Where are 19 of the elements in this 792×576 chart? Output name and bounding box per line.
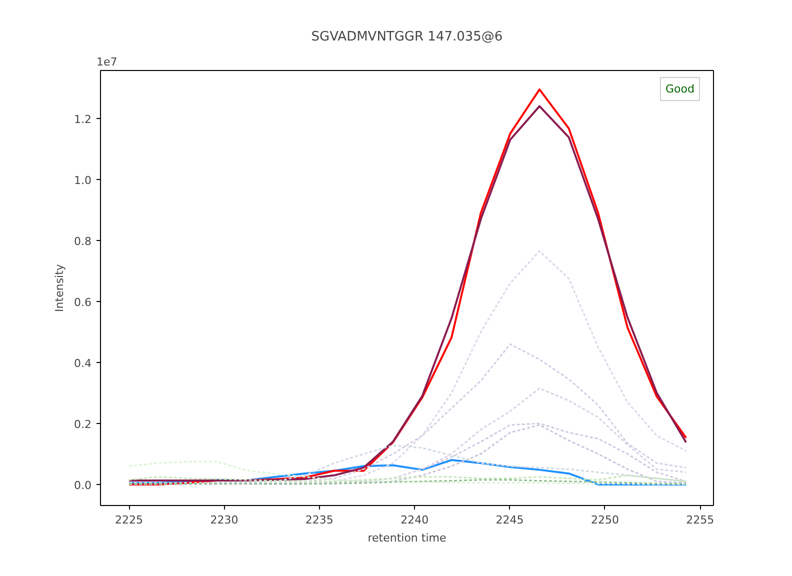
- x-tick-label: 2240: [400, 514, 429, 526]
- x-axis-title: retention time: [368, 532, 446, 544]
- y-axis-title: Intensity: [53, 264, 66, 312]
- chart-title: SGVADMVNTGGR 147.035@6: [311, 30, 503, 44]
- x-tick-label: 2230: [210, 514, 238, 526]
- x-tick-label: 2235: [305, 514, 334, 526]
- y-tick-label: 1.2: [74, 112, 92, 126]
- annotation: Good: [666, 82, 694, 96]
- y-tick-label: 0.4: [74, 356, 92, 370]
- x-tick-label: 2245: [496, 514, 524, 526]
- x-tick-label: 2225: [115, 514, 144, 526]
- y-tick-label: 1.0: [74, 174, 92, 187]
- text: 1e7: [96, 56, 118, 68]
- y-tick-label: 0.8: [74, 234, 92, 248]
- y-tick-label: 0.0: [74, 478, 92, 492]
- y-tick-label: 0.6: [74, 296, 92, 309]
- x-tick-label: 2255: [686, 514, 714, 526]
- x-tick-label: 2250: [590, 514, 619, 526]
- y-tick-label: 0.2: [74, 418, 92, 431]
